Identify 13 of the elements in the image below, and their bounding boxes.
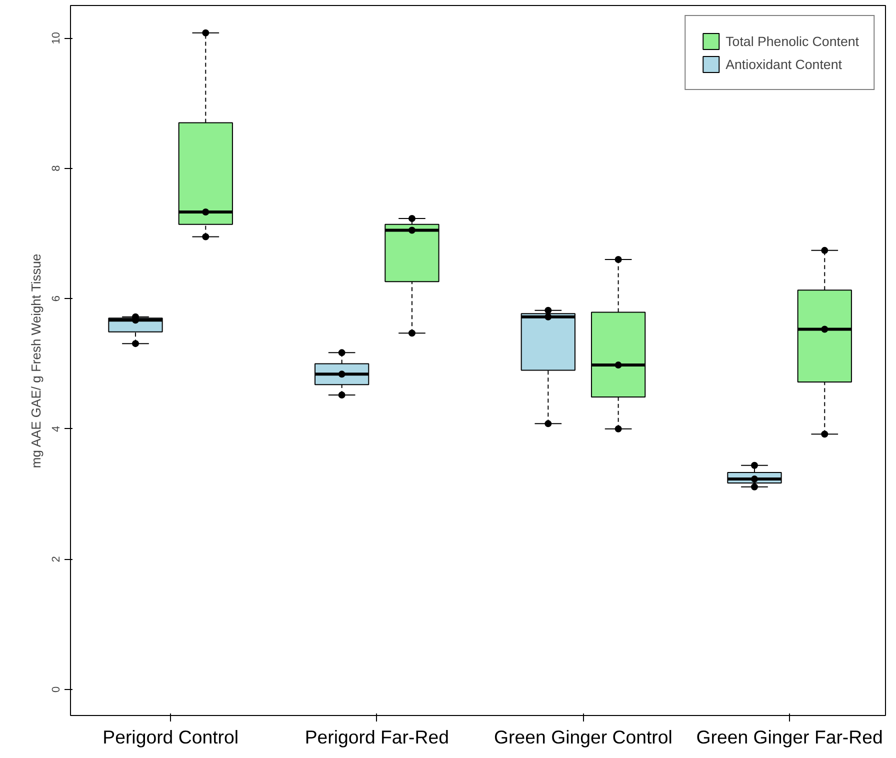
y-axis-title: mg AAE GAE/ g Fresh Weight Tissue [28, 254, 44, 468]
y-tick-label: 8 [50, 165, 62, 172]
y-tick-label: 4 [50, 426, 62, 432]
x-tick-label: Perigord Control [102, 726, 238, 748]
x-tick-label: Green Ginger Control [494, 726, 672, 748]
y-tick-label: 0 [50, 686, 62, 693]
legend-label: Total Phenolic Content [726, 34, 859, 48]
x-tick-label: Green Ginger Far-Red [696, 726, 883, 748]
y-tick-label: 10 [50, 32, 62, 44]
legend-label: Antioxidant Content [726, 56, 842, 72]
y-tick-label: 6 [50, 296, 62, 302]
y-tick-label: 2 [50, 556, 62, 562]
x-tick-label: Perigord Far-Red [304, 726, 449, 748]
